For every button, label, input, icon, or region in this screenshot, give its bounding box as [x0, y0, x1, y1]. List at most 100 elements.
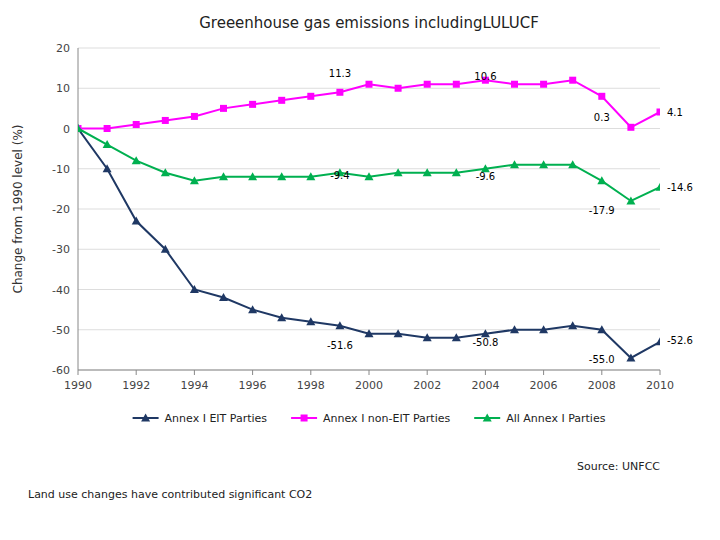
- series-line: [78, 129, 660, 201]
- marker: [190, 176, 199, 184]
- marker: [133, 121, 140, 128]
- y-tick-label: 0: [63, 123, 70, 136]
- marker: [453, 81, 460, 88]
- marker: [277, 172, 286, 180]
- marker: [626, 196, 635, 204]
- marker: [249, 101, 256, 108]
- x-tick: [427, 370, 428, 375]
- x-tick-label: 2004: [471, 379, 499, 392]
- annotation: 10.6: [474, 71, 496, 82]
- annotation: -17.9: [589, 205, 615, 216]
- x-tick-label: 1992: [122, 379, 150, 392]
- y-tick-label: -30: [52, 243, 70, 256]
- x-tick-label: 1994: [180, 379, 208, 392]
- legend-label: Annex I non-EIT Parties: [323, 412, 450, 425]
- y-axis-label: Change from 1990 level (%): [11, 125, 25, 294]
- grid-line: [78, 128, 660, 129]
- y-tick-label: -10: [52, 163, 70, 176]
- chart: Greeenhouse gas emissions includingLULUC…: [0, 0, 720, 540]
- y-axis-line: [78, 48, 79, 370]
- x-tick: [485, 370, 486, 375]
- marker: [219, 172, 228, 180]
- y-tick-label: 10: [56, 82, 70, 95]
- marker: [132, 156, 141, 164]
- legend-label: Annex I EIT Parties: [165, 412, 268, 425]
- annotation: -9.6: [476, 171, 496, 182]
- marker: [335, 321, 344, 329]
- marker: [423, 333, 432, 341]
- marker: [248, 172, 257, 180]
- marker: [597, 325, 606, 333]
- y-tick-label: -20: [52, 203, 70, 216]
- x-tick: [252, 370, 253, 375]
- marker: [452, 333, 461, 341]
- plot-area: [78, 77, 660, 362]
- x-tick: [369, 370, 370, 375]
- y-tick-label: 20: [56, 42, 70, 55]
- marker: [656, 183, 661, 191]
- marker: [394, 329, 403, 337]
- marker: [656, 337, 661, 345]
- series-line: [78, 80, 660, 128]
- grid-line: [78, 209, 660, 210]
- annotation: -14.6: [667, 182, 693, 193]
- marker: [365, 329, 374, 337]
- x-tick: [194, 370, 195, 375]
- marker: [394, 168, 403, 176]
- x-tick: [601, 370, 602, 375]
- annotation: -52.6: [667, 335, 693, 346]
- x-tick: [78, 370, 79, 375]
- x-tick-label: 2000: [355, 379, 383, 392]
- x-tick: [660, 370, 661, 375]
- source: Source: UNFCC: [577, 460, 660, 473]
- marker: [452, 168, 461, 176]
- grid-line: [78, 48, 660, 49]
- marker: [161, 245, 170, 253]
- x-tick-label: 2006: [530, 379, 558, 392]
- x-tick-label: 2002: [413, 379, 441, 392]
- annotation: 11.3: [329, 68, 351, 79]
- grid-line: [78, 289, 660, 290]
- x-tick: [543, 370, 544, 375]
- marker: [539, 325, 548, 333]
- marker: [336, 89, 343, 96]
- marker: [191, 113, 198, 120]
- legend-marker: [483, 414, 492, 422]
- marker: [539, 160, 548, 168]
- marker: [424, 81, 431, 88]
- grid: [78, 48, 660, 370]
- legend-item: Annex I EIT Parties: [133, 412, 268, 425]
- annotation: -50.8: [472, 337, 498, 348]
- marker: [78, 124, 83, 132]
- x-tick-label: 1990: [64, 379, 92, 392]
- annotation: 4.1: [667, 107, 683, 118]
- y-tick-label: -50: [52, 324, 70, 337]
- y-tick-label: -40: [52, 284, 70, 297]
- series-line: [78, 129, 660, 358]
- title: Greeenhouse gas emissions includingLULUC…: [199, 14, 539, 32]
- legend-label: All Annex I Parties: [506, 412, 605, 425]
- marker: [510, 325, 519, 333]
- marker: [277, 313, 286, 321]
- marker: [597, 176, 606, 184]
- annotations: -51.6-50.8-55.0-52.611.310.60.34.1-9.4-9…: [327, 68, 693, 365]
- legend-item: All Annex I Parties: [474, 412, 605, 425]
- marker: [219, 293, 228, 301]
- marker: [395, 85, 402, 92]
- marker: [104, 125, 111, 132]
- x-tick-label: 1996: [239, 379, 267, 392]
- annotation: -51.6: [327, 340, 353, 351]
- marker: [103, 140, 112, 148]
- x-tick-label: 2010: [646, 379, 674, 392]
- marker: [190, 285, 199, 293]
- legend-marker: [301, 415, 308, 422]
- annotation: 0.3: [594, 112, 610, 123]
- marker: [220, 105, 227, 112]
- marker: [306, 172, 315, 180]
- annotation: -9.4: [330, 170, 350, 181]
- marker: [78, 125, 82, 132]
- marker: [423, 168, 432, 176]
- x-tick: [310, 370, 311, 375]
- marker: [161, 168, 170, 176]
- marker: [248, 305, 257, 313]
